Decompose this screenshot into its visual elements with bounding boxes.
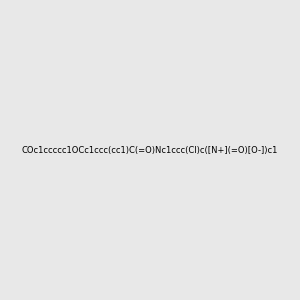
Text: COc1ccccc1OCc1ccc(cc1)C(=O)Nc1ccc(Cl)c([N+](=O)[O-])c1: COc1ccccc1OCc1ccc(cc1)C(=O)Nc1ccc(Cl)c([… (22, 146, 278, 154)
